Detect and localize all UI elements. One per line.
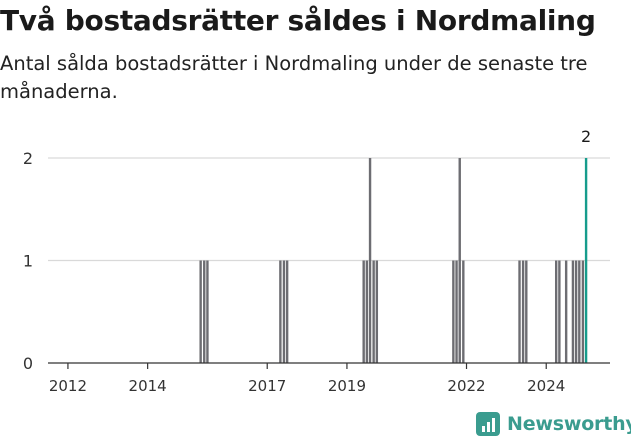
bar-highlight	[584, 158, 588, 363]
bar	[365, 260, 369, 363]
bar	[581, 260, 585, 363]
axis-layer: 0 1 2 2 2012 2014 2017 2019 2022 2024	[23, 127, 610, 395]
bar	[452, 260, 455, 363]
bar	[554, 260, 558, 363]
x-tick-label: 2024	[527, 377, 565, 395]
bar	[462, 260, 465, 363]
chart-title: Två bostadsrätter såldes i Nordmaling	[0, 4, 596, 37]
bar	[372, 260, 375, 363]
bar	[199, 260, 202, 363]
x-tick-label: 2017	[248, 377, 286, 395]
bar	[518, 260, 521, 363]
bar	[282, 260, 286, 363]
bar	[574, 260, 578, 363]
grid-layer	[48, 157, 610, 262]
data-label: 2	[581, 127, 591, 146]
x-tick-label: 2022	[447, 377, 485, 395]
bar	[368, 158, 372, 363]
bar	[525, 260, 528, 363]
x-tick-label: 2012	[49, 377, 87, 395]
bar-layer	[199, 158, 588, 363]
bar	[564, 260, 568, 363]
brand-logo: Newsworthy	[476, 408, 631, 440]
bar	[279, 260, 282, 363]
y-tick-label: 2	[23, 149, 33, 168]
bar	[521, 260, 525, 363]
bar	[458, 158, 461, 363]
x-tick-label: 2019	[328, 377, 366, 395]
bar	[203, 260, 206, 363]
brand-name: Newsworthy	[507, 413, 631, 435]
bar	[206, 260, 209, 363]
bar	[285, 260, 289, 363]
bar	[571, 260, 575, 363]
bar	[578, 260, 581, 363]
bar-chart-logo-icon	[476, 412, 500, 436]
bar	[455, 260, 458, 363]
chart-subtitle: Antal sålda bostadsrätter i Nordmaling u…	[0, 52, 588, 103]
x-tick-label: 2014	[129, 377, 167, 395]
y-tick-label: 1	[23, 252, 33, 271]
bar	[558, 260, 561, 363]
bar	[362, 260, 365, 363]
y-tick-label: 0	[23, 354, 33, 373]
bar	[375, 260, 379, 363]
